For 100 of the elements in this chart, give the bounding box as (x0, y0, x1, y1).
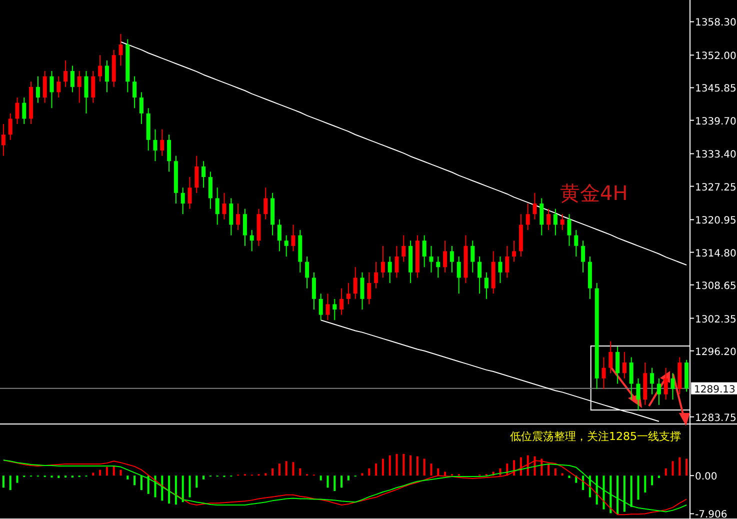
candlestick (353, 266, 358, 300)
candlestick (402, 234, 406, 262)
candlestick (340, 288, 344, 316)
candlestick (388, 256, 392, 284)
candlestick (56, 76, 61, 98)
bar (161, 476, 164, 501)
candlestick (332, 298, 337, 321)
bar (147, 476, 150, 494)
candlestick (194, 155, 199, 194)
bar (126, 476, 129, 480)
bar (375, 464, 378, 476)
candlestick (380, 245, 385, 278)
candlestick (470, 240, 475, 273)
y-tick-label: 1327.25 (695, 182, 736, 194)
candlestick (91, 70, 96, 104)
bar (182, 476, 184, 502)
bar (134, 476, 136, 486)
y-tick-label: 1358.30 (695, 18, 736, 29)
bar (602, 476, 605, 510)
candlestick (346, 282, 350, 305)
candlestick (229, 198, 234, 236)
bar (154, 476, 156, 498)
candlestick (650, 367, 654, 395)
bar (202, 476, 205, 480)
bar (582, 476, 584, 490)
bar (188, 476, 191, 498)
bar (651, 476, 654, 486)
candlestick (478, 256, 482, 294)
bar (174, 476, 177, 505)
bar (416, 456, 418, 476)
candlestick (567, 214, 572, 246)
candlestick (498, 256, 502, 284)
candlestick (450, 245, 454, 273)
bar (548, 464, 550, 476)
bar (112, 466, 115, 476)
candlestick (84, 70, 88, 114)
candlestick (429, 245, 434, 273)
candlestick (443, 240, 448, 273)
candlestick (277, 218, 282, 252)
candlestick (215, 187, 220, 226)
candlestick (188, 176, 192, 210)
bar (444, 472, 446, 476)
annotation: 低位震荡整理，关注1285一线支撑 (510, 430, 681, 443)
candlestick (574, 230, 578, 258)
bar (388, 455, 391, 476)
candlestick (153, 128, 158, 162)
bar (568, 476, 570, 478)
candlestick (284, 234, 288, 258)
bar (658, 476, 660, 478)
candlestick (512, 240, 516, 262)
bar (299, 468, 302, 476)
candlestick (656, 378, 661, 406)
candlestick (15, 97, 20, 125)
candlestick (532, 192, 537, 220)
candlestick (132, 76, 137, 109)
bar (423, 458, 426, 476)
bar (596, 476, 598, 505)
candlestick (602, 356, 606, 390)
candlestick (456, 256, 461, 294)
bar (396, 454, 398, 476)
candlestick (36, 76, 40, 104)
candlestick (50, 70, 54, 109)
bar (140, 476, 142, 490)
bar (437, 468, 440, 476)
bar (382, 458, 384, 476)
candlestick (636, 378, 640, 411)
bar (120, 470, 122, 476)
annotation: 黄金4H (560, 181, 628, 205)
bar (92, 472, 94, 476)
candlestick (484, 272, 488, 300)
candlestick (77, 70, 82, 104)
candlestick (42, 70, 47, 104)
y-tick-label: 1339.70 (695, 116, 736, 128)
candlestick (629, 356, 634, 400)
candlestick (312, 272, 316, 310)
y-tick-label: 1320.95 (695, 216, 736, 227)
y-tick-label: 1352.00 (695, 51, 736, 62)
candlestick (98, 54, 102, 82)
bar (334, 476, 336, 492)
bar (402, 454, 405, 476)
bar (326, 476, 329, 488)
y-tick-label: 1283.75 (695, 412, 736, 424)
y-tick-label: -7.906 (695, 510, 728, 519)
candlestick (360, 272, 364, 310)
ref-line-label: 1289.13 (694, 384, 736, 396)
bar (285, 461, 288, 476)
bar (320, 476, 322, 480)
bar (644, 476, 646, 492)
bar (106, 466, 108, 476)
bar (16, 476, 18, 483)
bar (672, 461, 674, 476)
candlestick (374, 261, 378, 289)
candlestick (394, 245, 399, 278)
candlestick (118, 33, 123, 66)
candlestick (540, 198, 544, 236)
bar (686, 458, 688, 476)
bar (630, 476, 632, 507)
candlestick (616, 346, 620, 384)
y-tick-label: 0.00 (695, 472, 718, 483)
candlestick (70, 65, 74, 93)
